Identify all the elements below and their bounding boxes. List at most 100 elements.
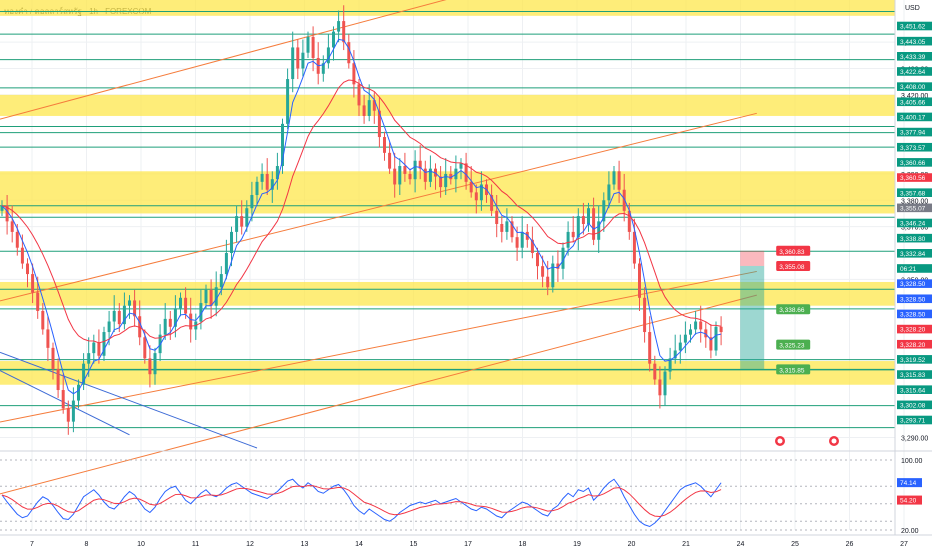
candle-body <box>439 176 443 188</box>
price-label-text: 3,408.00 <box>900 84 926 91</box>
price-label-box <box>897 249 932 258</box>
candle-body <box>36 292 40 311</box>
candle-body <box>117 310 121 325</box>
candle-body <box>122 305 126 325</box>
candle-body <box>189 313 193 330</box>
candle-body <box>566 231 570 248</box>
candle-body <box>82 363 86 385</box>
price-label-text: 3,338.80 <box>900 236 926 243</box>
rsi-tick-label: 20.00 <box>901 528 919 535</box>
candle-body <box>520 231 524 248</box>
trendline <box>0 294 757 495</box>
candle-body <box>367 100 371 116</box>
ma-slow-line <box>1 79 722 344</box>
candle-body <box>204 289 208 304</box>
candle-body <box>653 363 657 380</box>
candle-body <box>694 321 698 330</box>
candle-body <box>66 408 70 422</box>
candle-body <box>464 163 468 182</box>
price-label-box <box>897 21 932 31</box>
candle-body <box>260 173 264 182</box>
price-label-box <box>897 82 932 91</box>
time-tick-label: 7 <box>30 541 34 548</box>
candle-body <box>199 303 203 322</box>
event-flags <box>775 436 839 446</box>
candle-body <box>383 137 386 153</box>
position-label-text: 3,355.08 <box>779 264 805 271</box>
price-label-box <box>897 173 932 182</box>
candle-body <box>449 173 453 180</box>
candle-body <box>500 224 504 232</box>
price-label-text: 3,328.50 <box>900 296 926 303</box>
time-tick-label: 15 <box>410 541 418 548</box>
candle-body <box>26 263 29 275</box>
candle-body <box>0 205 4 211</box>
candle-body <box>128 300 131 306</box>
candle-body <box>163 318 167 335</box>
price-label-box <box>897 97 932 107</box>
price-label-text: 3,315.64 <box>900 387 926 394</box>
price-label-box <box>897 400 932 410</box>
candle-body <box>510 221 514 238</box>
time-tick-label: 27 <box>900 541 908 548</box>
candle-body <box>87 353 91 364</box>
candle-body <box>418 160 422 169</box>
rsi-ma-line <box>1 485 722 518</box>
candle-body <box>230 231 233 253</box>
currency-label: USD <box>905 5 920 12</box>
price-label-text: 3,328.20 <box>900 327 926 334</box>
candle-body <box>173 308 177 327</box>
candle-body <box>622 189 626 211</box>
price-label-box <box>897 127 932 137</box>
time-tick-label: 20 <box>628 541 636 548</box>
candle-body <box>678 342 682 351</box>
candle-body <box>505 221 509 232</box>
position-label-text: 3,338.66 <box>779 307 805 314</box>
candle-body <box>398 166 402 185</box>
position-tool <box>740 250 765 370</box>
position-label-text: 3,360.83 <box>779 249 805 256</box>
rsi-value-box <box>897 495 922 505</box>
candle-body <box>286 79 290 124</box>
trendline <box>0 0 447 120</box>
candle-body <box>270 179 274 190</box>
time-tick-label: 19 <box>573 541 581 548</box>
time-tick-label: 24 <box>737 541 745 548</box>
candle-body <box>102 332 106 356</box>
candle-body <box>296 47 300 69</box>
time-tick-label: 17 <box>464 541 472 548</box>
candle-body <box>214 287 218 306</box>
stop-loss-area <box>740 250 765 266</box>
candle-body <box>332 31 335 48</box>
support-resistance-zone <box>0 0 895 16</box>
price-label-box <box>897 67 932 76</box>
price-label-box <box>897 385 932 394</box>
candle-body <box>321 63 325 74</box>
time-tick-label: 18 <box>519 541 527 548</box>
candle-body <box>281 123 284 167</box>
candle-body <box>41 310 45 330</box>
candle-body <box>515 237 519 248</box>
candle-body <box>301 52 305 69</box>
price-label-text: 3,451.62 <box>900 24 926 31</box>
support-resistance-zone <box>0 281 895 306</box>
price-label-box <box>897 36 932 46</box>
candle-body <box>699 321 703 330</box>
candle-body <box>617 171 621 190</box>
candle-body <box>551 263 555 288</box>
candle-body <box>77 384 80 401</box>
candle-body <box>602 200 606 222</box>
candle-body <box>428 168 432 182</box>
candle-body <box>143 337 147 359</box>
candle-body <box>168 318 172 327</box>
price-label-text: 3,400.17 <box>900 115 926 122</box>
price-label-box <box>897 309 932 319</box>
price-label-text: 3,357.68 <box>900 190 926 197</box>
candle-body <box>46 329 50 348</box>
candle-body <box>597 221 601 240</box>
candle-body <box>71 400 75 422</box>
time-tick-label: 8 <box>85 541 89 548</box>
price-label-box <box>897 415 932 425</box>
candle-body <box>20 247 24 264</box>
